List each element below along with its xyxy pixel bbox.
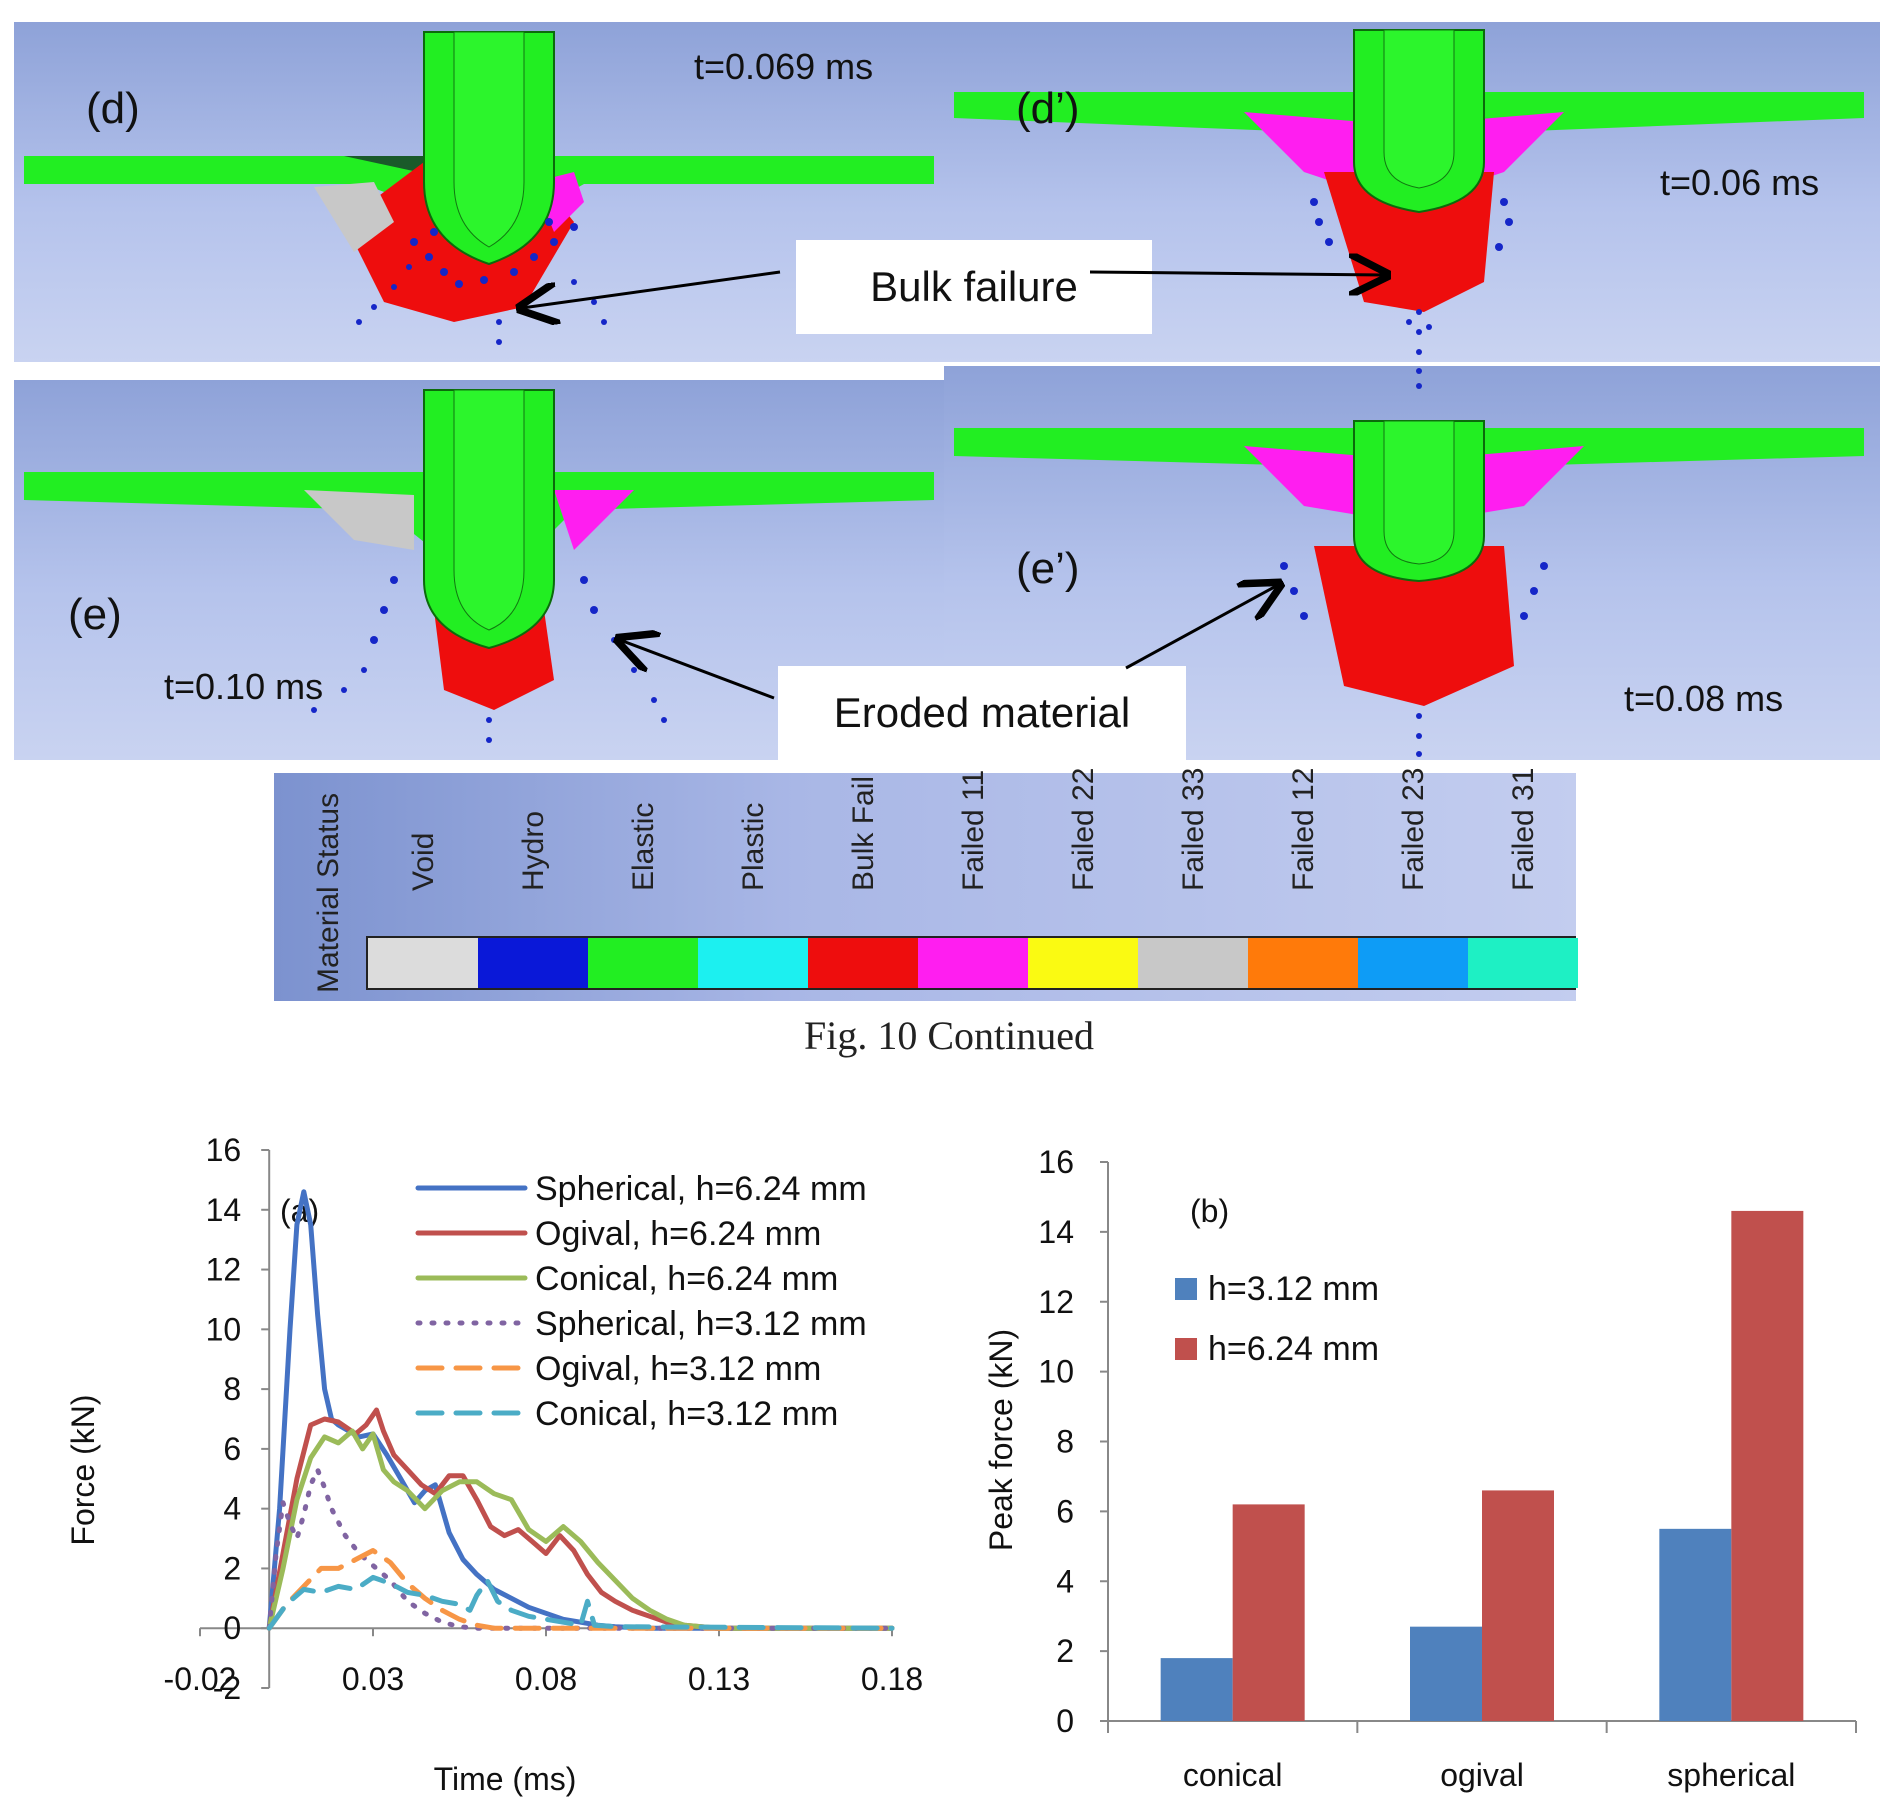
panel-label-d: (d) (86, 84, 140, 133)
category-label-conical: conical (1183, 1757, 1283, 1793)
y-tick-label: 4 (223, 1491, 241, 1527)
y-tick-label: 0 (1056, 1703, 1074, 1739)
bar-conical-0 (1160, 1658, 1233, 1721)
legend-swatch-plastic (698, 938, 808, 988)
y-tick-label: 16 (1038, 1144, 1074, 1180)
y-tick-label: 14 (1038, 1214, 1074, 1250)
x-tick-label: 0.13 (688, 1661, 750, 1697)
simulation-render-e (24, 389, 934, 743)
x-tick-label: 0.18 (861, 1661, 923, 1697)
y-tick-label: 2 (223, 1550, 241, 1586)
legend-entry-1: h=6.24 mm (1208, 1330, 1379, 1368)
legend-entry-0: h=3.12 mm (1208, 1270, 1379, 1308)
series-line-5 (266, 1574, 895, 1631)
legend-swatch-failed-23 (1358, 938, 1468, 988)
bar-spherical-1 (1731, 1210, 1804, 1721)
simulation-panel-e-prime: (e’) t=0.08 ms (944, 366, 1880, 760)
x-tick-label: 0.08 (515, 1661, 577, 1697)
legend-entry-1: Ogival, h=6.24 mm (535, 1215, 821, 1253)
series-line-0 (266, 1189, 895, 1631)
legend-swatch-failed-11 (918, 938, 1028, 988)
bulk-failure-callout: Bulk failure (796, 240, 1152, 334)
time-label-d-prime: t=0.06 ms (1660, 162, 1820, 203)
legend-swatch-elastic (588, 938, 698, 988)
y-tick-label: 0 (223, 1610, 241, 1646)
y-tick-label: 6 (1056, 1493, 1074, 1529)
material-status-legend: Material Status Void Hydro Elastic Plastic B… (274, 768, 1578, 1001)
legend-swatch-failed-33 (1138, 938, 1248, 988)
y-tick-label: 16 (206, 1132, 242, 1168)
bar-spherical-0 (1659, 1528, 1732, 1721)
series-line-4 (266, 1548, 895, 1631)
y-tick-label: -2 (213, 1670, 241, 1706)
legend-entry-5: Conical, h=3.12 mm (535, 1395, 838, 1433)
chart-b-panel-label: (b) (1190, 1193, 1229, 1229)
panel-label-e: (e) (68, 590, 122, 639)
time-label-d: t=0.069 ms (694, 46, 874, 87)
bar-conical-1 (1232, 1504, 1305, 1721)
y-axis-label: Force (kN) (65, 1394, 101, 1545)
legend-swatch-hydro (478, 938, 588, 988)
y-tick-label: 4 (1056, 1563, 1074, 1599)
panel-label-e-prime: (e’) (1016, 544, 1080, 593)
time-label-e: t=0.10 ms (164, 666, 324, 707)
bar-ogival-0 (1410, 1626, 1482, 1721)
y-tick-label: 8 (223, 1371, 241, 1407)
time-label-e-prime: t=0.08 ms (1624, 678, 1784, 719)
y-tick-label: 2 (1056, 1633, 1074, 1669)
x-tick-label: -0.02 (164, 1661, 237, 1697)
series-line-1 (266, 1407, 895, 1631)
category-label-ogival: ogival (1440, 1757, 1524, 1793)
series-line-3 (266, 1467, 895, 1631)
eroded-material-callout: Eroded material (778, 666, 1186, 760)
y-tick-label: 8 (1056, 1424, 1074, 1460)
x-tick-label: 0.03 (342, 1661, 404, 1697)
figure-caption: Fig. 10 Continued (803, 1013, 1095, 1058)
legend-entry-3: Spherical, h=3.12 mm (535, 1305, 867, 1343)
legend-entry-0: Spherical, h=6.24 mm (535, 1170, 867, 1208)
legend-swatch-0 (1175, 1278, 1197, 1300)
legend-entry-4: Ogival, h=3.12 mm (535, 1350, 821, 1388)
legend-entry-2: Conical, h=6.24 mm (535, 1260, 838, 1298)
y-tick-label: 6 (223, 1431, 241, 1467)
legend-swatch-void (368, 938, 478, 988)
panel-label-d-prime: (d’) (1016, 84, 1080, 133)
y-axis-label: Peak force (kN) (983, 1329, 1019, 1551)
category-label-spherical: spherical (1667, 1757, 1795, 1793)
y-tick-label: 14 (206, 1192, 242, 1228)
legend-swatch-failed-12 (1248, 938, 1358, 988)
legend-swatch-1 (1175, 1338, 1197, 1360)
bar-ogival-1 (1482, 1490, 1554, 1721)
legend-swatch-bulk-fail (808, 938, 918, 988)
legend-swatch-failed-22 (1028, 938, 1138, 988)
x-axis-label: Time (ms) (434, 1761, 577, 1797)
series-line-2 (266, 1428, 895, 1631)
simulation-render-e-prime (954, 368, 1864, 757)
legend-swatch-failed-31 (1468, 938, 1578, 988)
bulk-failure-label: Bulk failure (870, 263, 1078, 310)
y-tick-label: 12 (1038, 1284, 1074, 1320)
y-tick-label: 12 (206, 1252, 242, 1288)
simulation-render-d (24, 31, 934, 345)
y-tick-label: 10 (206, 1311, 242, 1347)
eroded-material-label: Eroded material (833, 689, 1131, 736)
y-tick-label: 10 (1038, 1354, 1074, 1390)
simulation-panel-d: (d) t=0.069 ms (14, 22, 944, 362)
